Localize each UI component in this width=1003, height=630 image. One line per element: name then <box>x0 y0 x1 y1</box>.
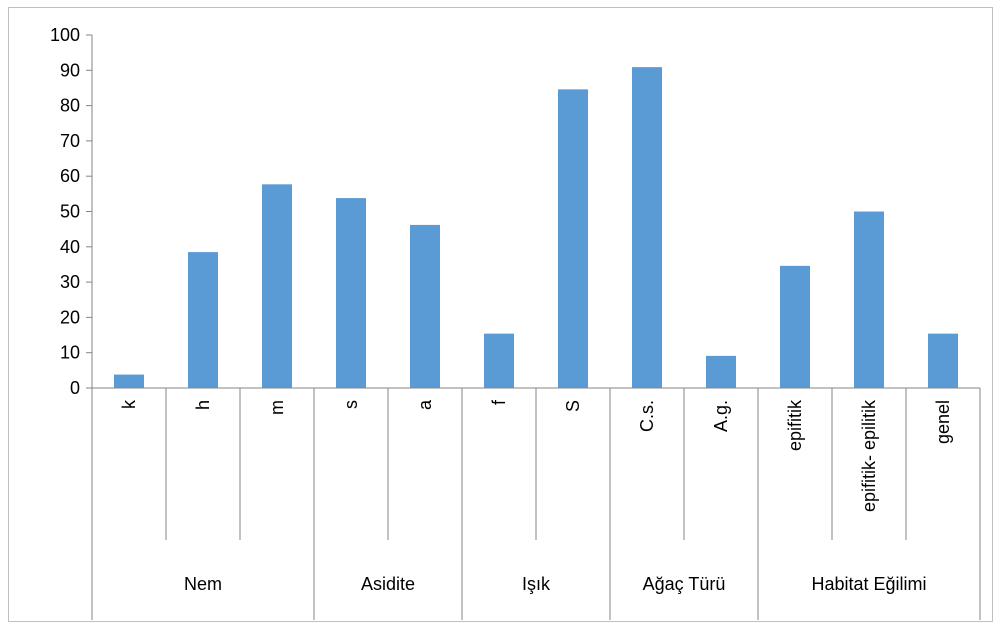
bar-3 <box>262 184 292 388</box>
category-labels: k h m s a f S C.s. A.g. epifitik epifitik- epiliti… <box>119 399 953 512</box>
category-label: h <box>193 400 213 410</box>
y-tick-label: 80 <box>60 96 80 116</box>
y-tick-label: 10 <box>60 343 80 363</box>
category-label: m <box>267 400 287 415</box>
y-tick-label: 30 <box>60 272 80 292</box>
bar-1 <box>114 374 144 388</box>
bars <box>114 67 958 389</box>
bar-8 <box>632 67 662 389</box>
group-labels: Nem Asidite Işık Ağaç Türü Habitat Eğilimi <box>184 574 927 594</box>
bar-4 <box>336 198 366 388</box>
category-label: epifitik <box>785 399 805 451</box>
y-axis: 0 10 20 30 40 50 60 70 80 90 100 <box>50 25 93 398</box>
category-label: genel <box>933 400 953 444</box>
bar-5 <box>410 224 440 388</box>
bar-2 <box>188 252 218 388</box>
category-label: C.s. <box>637 400 657 432</box>
group-label: Nem <box>184 574 222 594</box>
category-label: epifitik- epilitik <box>859 399 879 512</box>
bar-7 <box>558 89 588 388</box>
y-tick-label: 0 <box>70 378 80 398</box>
category-label: S <box>563 400 583 412</box>
chart-frame <box>8 7 993 622</box>
x-axis <box>91 387 981 620</box>
y-tick-label: 40 <box>60 237 80 257</box>
bar-6 <box>484 333 514 388</box>
y-tick-label: 70 <box>60 131 80 151</box>
group-label: Ağaç Türü <box>643 574 726 594</box>
group-label: Asidite <box>361 574 415 594</box>
category-label: f <box>489 399 509 405</box>
category-label: k <box>119 399 139 409</box>
category-label: s <box>341 400 361 409</box>
bar-9 <box>706 355 736 388</box>
bar-12 <box>928 333 958 388</box>
y-tick-label: 90 <box>60 60 80 80</box>
y-tick-label: 20 <box>60 307 80 327</box>
bar-11 <box>854 211 884 388</box>
y-tick-label: 50 <box>60 202 80 222</box>
category-label: A.g. <box>711 400 731 432</box>
group-label: Işık <box>522 574 551 594</box>
y-tick-label: 60 <box>60 166 80 186</box>
category-label: a <box>415 399 435 410</box>
bar-10 <box>780 265 810 388</box>
group-label: Habitat Eğilimi <box>811 574 926 594</box>
y-tick-label: 100 <box>50 25 80 45</box>
